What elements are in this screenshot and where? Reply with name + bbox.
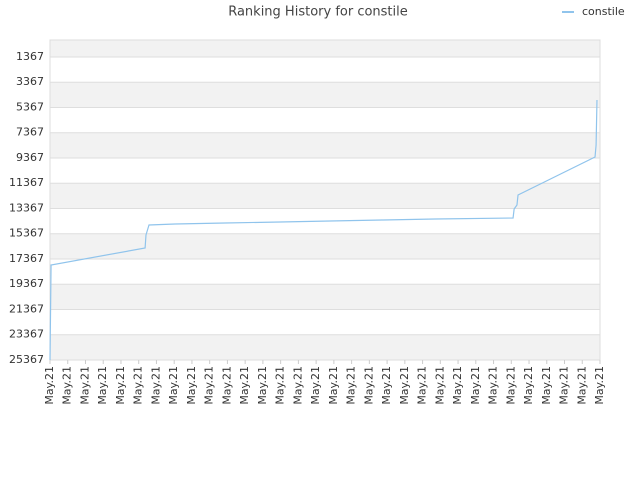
x-tick-label: May.21: [469, 366, 482, 405]
x-tick-label: May.21: [185, 366, 198, 405]
x-tick-label: May.21: [78, 366, 91, 405]
y-tick-label: 7367: [16, 126, 44, 139]
x-tick-label: May.21: [167, 366, 180, 405]
y-tick-label: 9367: [16, 151, 44, 164]
y-tick-label: 1367: [16, 50, 44, 63]
x-tick-label: May.21: [238, 366, 251, 405]
x-tick-label: May.21: [327, 366, 340, 405]
x-tick-label: May.21: [380, 366, 393, 405]
plot-band: [50, 334, 600, 360]
x-tick-label: May.21: [114, 366, 127, 405]
x-tick-label: May.21: [416, 366, 429, 405]
x-tick-label: May.21: [274, 366, 287, 405]
y-tick-label: 17367: [9, 252, 44, 265]
y-tick-label: 13367: [9, 201, 44, 214]
x-tick-label: May.21: [362, 366, 375, 405]
y-tick-label: 11367: [9, 176, 44, 189]
plot-band: [50, 233, 600, 259]
x-tick-label: May.21: [522, 366, 535, 405]
x-tick-label: May.21: [43, 366, 56, 405]
y-tick-label: 25367: [9, 353, 44, 366]
x-tick-label: May.21: [309, 366, 322, 405]
x-tick-label: May.21: [575, 366, 588, 405]
y-tick-label: 5367: [16, 100, 44, 113]
x-tick-label: May.21: [504, 366, 517, 405]
x-tick-label: May.21: [398, 366, 411, 405]
x-tick-label: May.21: [558, 366, 571, 405]
x-tick-label: May.21: [433, 366, 446, 405]
x-tick-label: May.21: [61, 366, 74, 405]
x-tick-label: May.21: [345, 366, 358, 405]
plot-band: [50, 284, 600, 310]
x-tick-label: May.21: [256, 366, 269, 405]
chart-title: Ranking History for constile: [228, 5, 408, 20]
y-tick-label: 3367: [16, 75, 44, 88]
x-tick-label: May.21: [149, 366, 162, 405]
y-tick-label: 23367: [9, 328, 44, 341]
x-tick-label: May.21: [540, 366, 553, 405]
series-line: [49, 99, 598, 361]
plot-border: [49, 39, 601, 361]
plot-band: [50, 132, 600, 158]
plot-band: [50, 82, 600, 108]
plot-band: [50, 183, 600, 209]
x-tick-label: May.21: [451, 366, 464, 405]
x-tick-label: May.21: [291, 366, 304, 405]
legend-label: constile: [582, 5, 625, 18]
x-tick-label: May.21: [203, 366, 216, 405]
x-tick-label: May.21: [96, 366, 109, 405]
x-tick-label: May.21: [593, 366, 606, 405]
x-tick-label: May.21: [220, 366, 233, 405]
x-tick-label: May.21: [487, 366, 500, 405]
y-tick-label: 19367: [9, 277, 44, 290]
y-tick-label: 21367: [9, 302, 44, 315]
plot-band: [50, 40, 600, 57]
y-tick-label: 15367: [9, 227, 44, 240]
x-tick-label: May.21: [132, 366, 145, 405]
